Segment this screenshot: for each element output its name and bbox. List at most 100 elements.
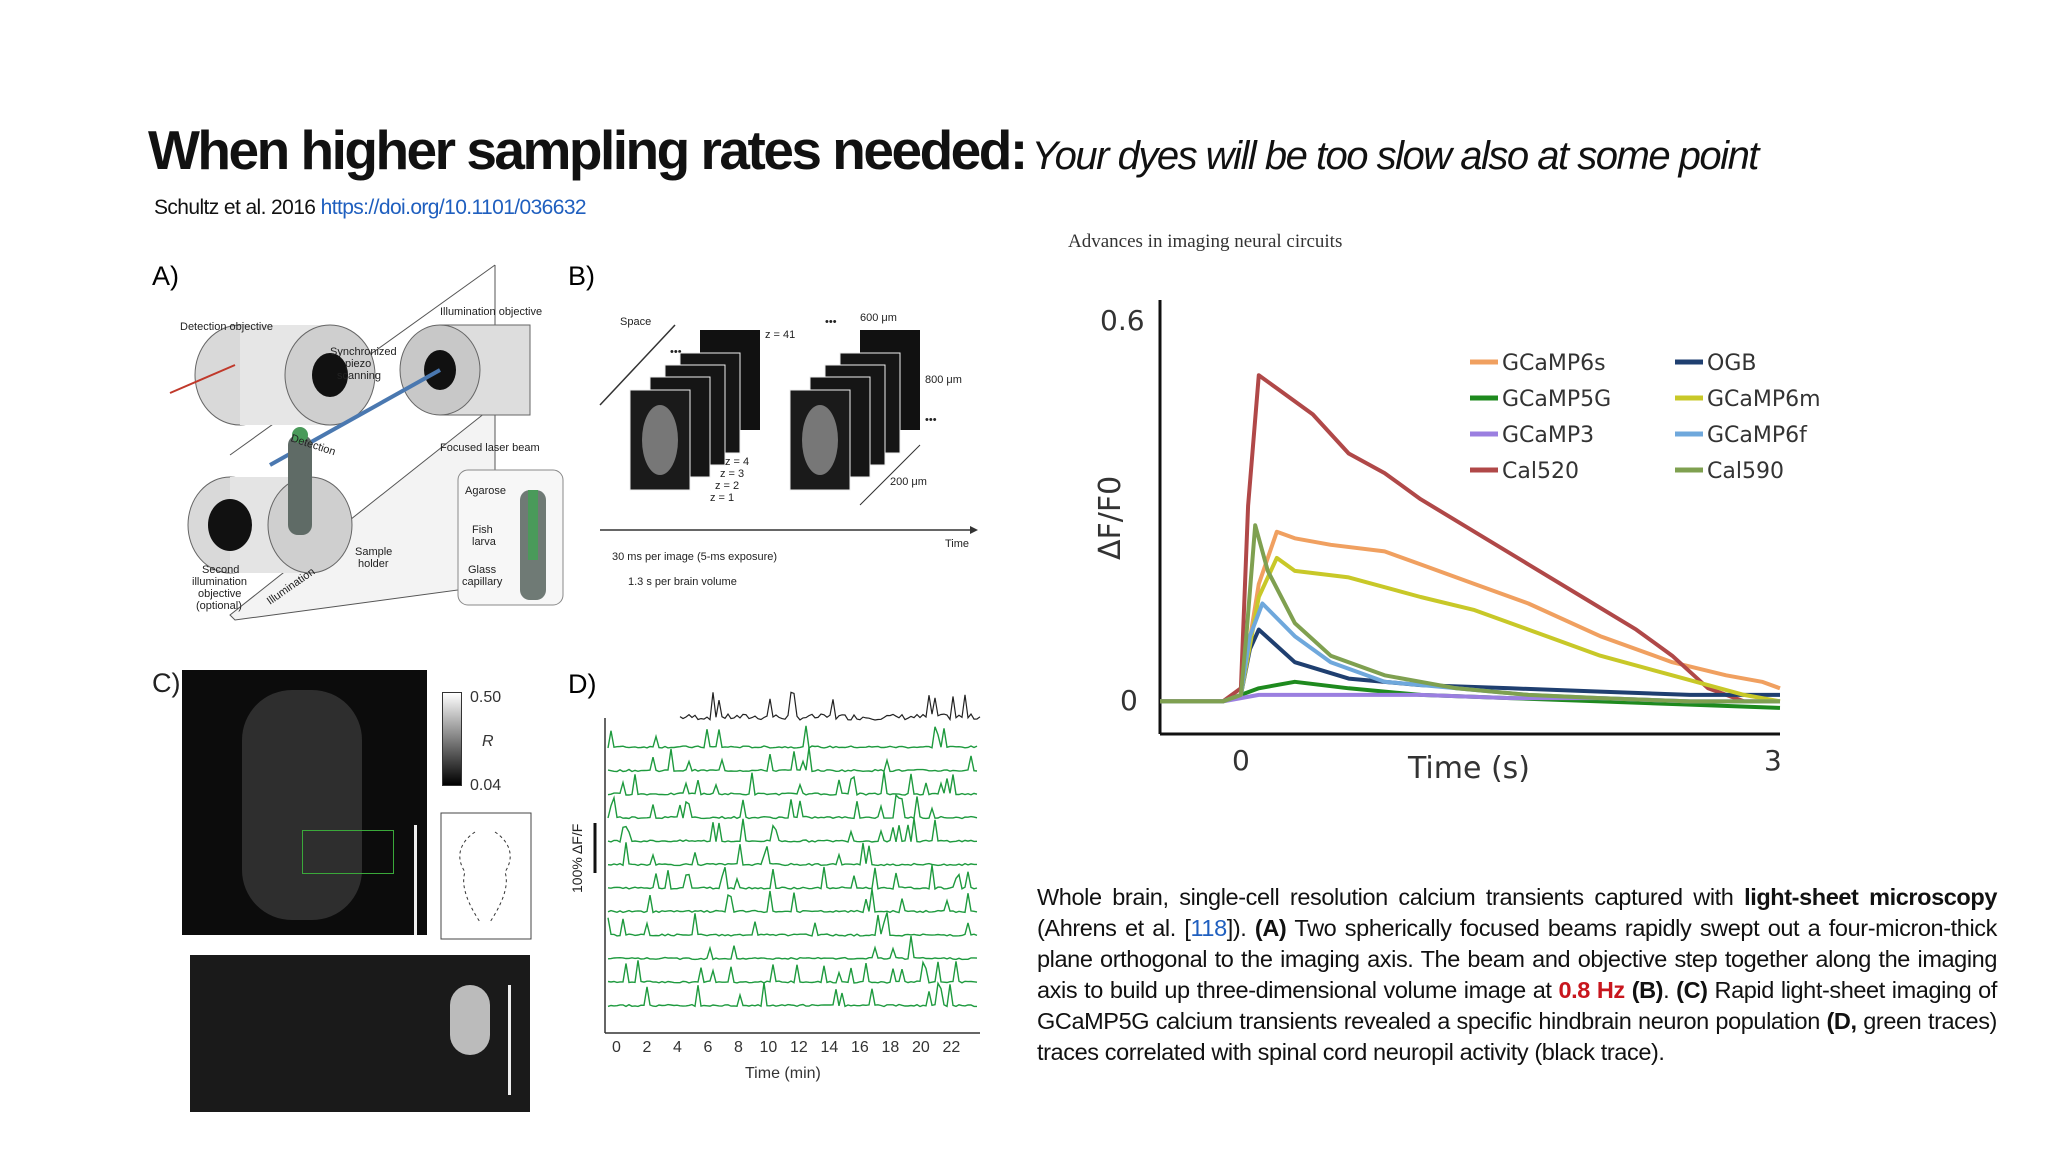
citation-text: Schultz et al. 2016 <box>154 196 316 219</box>
legend-label-cal520: Cal520 <box>1502 459 1579 484</box>
panel-d-xtick: 22 <box>943 1039 961 1056</box>
panel-d-xtick: 10 <box>760 1039 778 1056</box>
label-second: Second <box>202 564 239 576</box>
caption-bold-lightsheet: light-sheet microscopy <box>1744 884 1997 910</box>
caption-part: Whole brain, single-cell resolution calc… <box>1037 884 1745 910</box>
panel-d-figure: D) 100% ΔF/F 0 2 4 6 8 10 12 14 16 18 20 22 Time (m… <box>568 669 981 1082</box>
panel-d-xtick: 16 <box>851 1039 869 1056</box>
caption-ref-link[interactable]: 118 <box>1190 915 1227 941</box>
label-fish: Fish <box>472 524 493 536</box>
brain-image <box>182 670 427 935</box>
label-600um: 600 μm <box>860 312 897 324</box>
label-larva: larva <box>472 536 497 548</box>
second-objective-icon <box>187 476 353 574</box>
label-agarose: Agarose <box>465 485 506 497</box>
reference-header: Advances in imaging neural circuits <box>1068 231 1343 252</box>
label-focused-beam: Focused laser beam <box>440 442 540 454</box>
label-objective: objective <box>198 588 241 600</box>
black-trace <box>679 691 981 722</box>
detection-objective-icon <box>194 324 376 426</box>
label-synchronized: Synchronized <box>330 346 397 358</box>
x-tick-3: 3 <box>1764 744 1782 777</box>
green-trace <box>607 725 978 750</box>
colorbar-labels: 0.50 R 0.04 <box>470 689 501 794</box>
chart-axes <box>1158 300 1780 736</box>
panel-a-letter: A) <box>152 261 179 291</box>
x-axis-label: Time (s) <box>1407 751 1530 786</box>
panel-d-xtick: 18 <box>882 1039 900 1056</box>
illumination-objective-icon <box>399 324 531 416</box>
panel-b-letter: B) <box>568 261 595 291</box>
panel-b-figure: B) Space ••• z = 41 z = 4 z = 3 z = 2 z … <box>568 261 978 588</box>
legend-label-ogb: OGB <box>1707 351 1756 376</box>
caption-bold-a: (A) <box>1254 915 1287 941</box>
series-line-cal590 <box>1160 523 1780 704</box>
x-tick-0: 0 <box>1232 744 1250 777</box>
label-z1: z = 1 <box>710 492 734 504</box>
panel-d-letter: D) <box>568 669 597 699</box>
green-trace <box>607 793 978 820</box>
legend-label-gcamp6s: GCaMP6s <box>1502 351 1606 376</box>
caption-part: Two spherically focused beams rapidly sw… <box>1037 915 1997 1003</box>
caption-part: Rapid light-sheet imaging of GCaMP5G cal… <box>1037 977 1997 1034</box>
image-stack-left <box>629 330 760 491</box>
panel-d-xlabel: Time (min) <box>745 1065 821 1082</box>
label-glass: Glass <box>468 564 497 576</box>
green-trace <box>607 960 978 984</box>
panel-c-letter: C) <box>152 668 181 698</box>
dots-right: ••• <box>825 316 837 328</box>
caption-part: (Ahrens et al. [ <box>1037 915 1191 941</box>
green-trace <box>607 865 978 891</box>
series-lines <box>1160 373 1781 710</box>
panel-d-xticks: 0 2 4 6 8 10 12 14 16 18 20 22 <box>612 1039 960 1056</box>
caption-part: . <box>1663 977 1677 1003</box>
label-illumination-2: illumination <box>192 576 247 588</box>
panel-d-xtick: 8 <box>734 1039 743 1056</box>
y-tick-06: 0.6 <box>1100 304 1145 337</box>
legend-label-gcamp3: GCaMP3 <box>1502 423 1594 448</box>
y-tick-0: 0 <box>1120 684 1138 717</box>
caption-bold-c: (C) <box>1676 977 1708 1003</box>
legend-label-gcamp6f: GCaMP6f <box>1707 423 1808 448</box>
label-scanning: scanning <box>337 370 381 382</box>
label-volume: 1.3 s per brain volume <box>628 576 737 588</box>
title-italic: Your dyes will be too slow also at some … <box>1031 134 1760 178</box>
colorbar-label: R <box>482 733 494 750</box>
label-capillary: capillary <box>462 576 503 588</box>
caption-rate-highlight: 0.8 Hz <box>1558 977 1625 1003</box>
green-trace <box>607 912 978 937</box>
label-exposure: 30 ms per image (5-ms exposure) <box>612 551 777 563</box>
green-trace <box>607 818 978 844</box>
roi-box <box>302 830 394 874</box>
label-z4: z = 4 <box>725 456 749 468</box>
label-z3: z = 3 <box>720 468 744 480</box>
green-trace <box>607 842 977 867</box>
legend-label-gcamp5g: GCaMP5G <box>1502 387 1611 412</box>
caption-part <box>1625 977 1632 1003</box>
brain-outline-inset <box>440 812 532 940</box>
panel-a-figure: A) Detection objective Illumination obje… <box>152 261 564 621</box>
panel-d-ylabel: 100% ΔF/F <box>569 824 585 893</box>
green-trace <box>607 981 977 1008</box>
citation: Schultz et al. 2016 https://doi.org/10.1… <box>154 196 587 220</box>
label-optional: (optional) <box>196 600 242 612</box>
series-line-cal520 <box>1160 373 1780 704</box>
citation-link[interactable]: https://doi.org/10.1101/036632 <box>320 196 587 219</box>
green-trace <box>607 747 978 773</box>
chart-legend: GCaMP6s GCaMP5G GCaMP3 Cal520 OGB GCaMP6m GCaM… <box>1470 351 1821 484</box>
caption-bold-b: (B) <box>1631 977 1664 1003</box>
neuron-image <box>190 955 530 1112</box>
caption-bold-d: (D, <box>1826 1008 1857 1034</box>
neuron-scale-bar <box>508 985 511 1095</box>
label-illumination-objective: Illumination objective <box>440 306 542 318</box>
label-800um: 800 μm <box>925 374 962 386</box>
panel-d-xtick: 0 <box>612 1039 621 1056</box>
trace-group <box>607 691 981 1008</box>
label-piezo: piezo <box>345 358 371 370</box>
label-space: Space <box>620 316 651 328</box>
y-axis-label: ΔF/F0 <box>1093 476 1128 560</box>
label-detection-objective: Detection objective <box>180 321 273 333</box>
image-stack-right <box>789 330 920 491</box>
dots-far-right: ••• <box>925 414 937 426</box>
slide-title: When higher sampling rates needed: Your d… <box>148 118 1760 182</box>
